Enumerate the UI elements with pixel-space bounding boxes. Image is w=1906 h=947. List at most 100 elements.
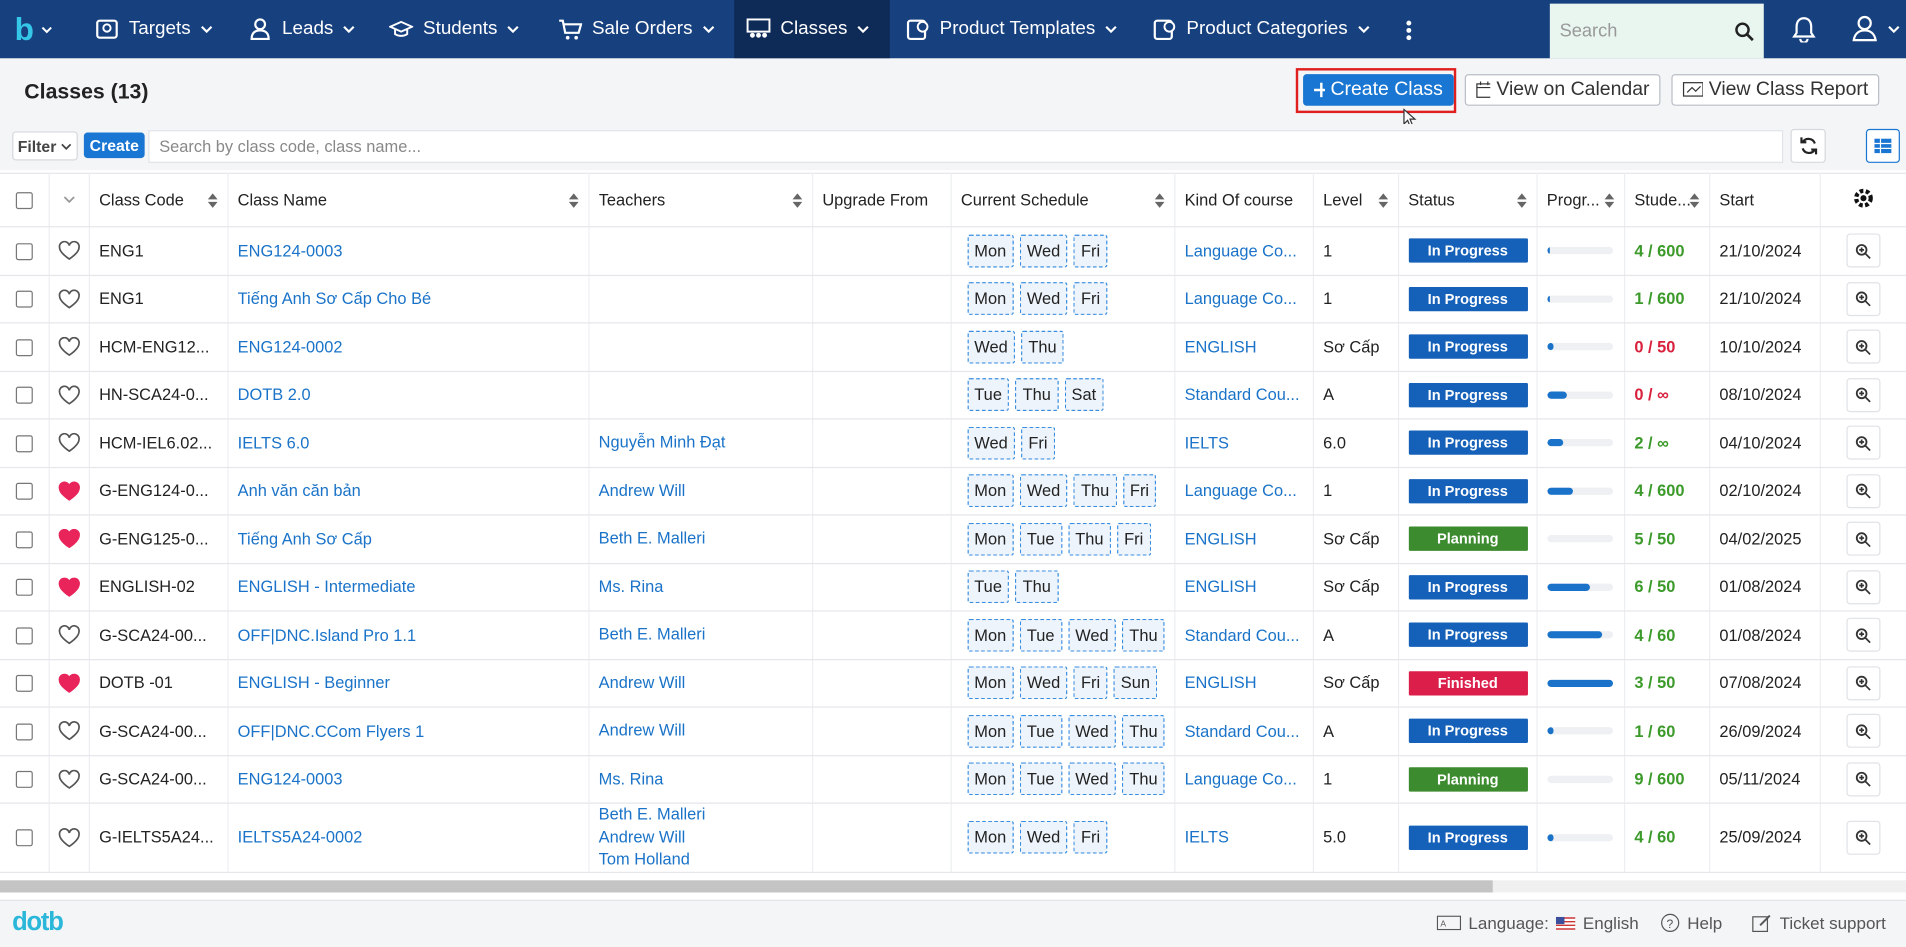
- view-report-button[interactable]: View Class Report: [1671, 74, 1880, 106]
- checkbox[interactable]: [15, 192, 33, 210]
- nav-item[interactable]: Sale Orders: [546, 0, 728, 58]
- kind-link[interactable]: ENGLISH: [1184, 673, 1257, 693]
- view-button[interactable]: [1845, 425, 1880, 460]
- kind-link[interactable]: IELTS: [1184, 828, 1229, 847]
- kind-link[interactable]: ENGLISH: [1184, 529, 1257, 549]
- nav-item[interactable]: Targets: [83, 0, 229, 58]
- checkbox[interactable]: [15, 675, 33, 693]
- column-header[interactable]: Current Schedule: [950, 172, 1175, 228]
- class-name-link[interactable]: ENG124-0002: [237, 337, 343, 356]
- view-button[interactable]: [1845, 714, 1880, 749]
- checkbox[interactable]: [15, 243, 33, 261]
- checkbox[interactable]: [15, 771, 33, 789]
- favorite-icon[interactable]: [58, 529, 80, 549]
- nav-item[interactable]: Leads: [236, 0, 370, 58]
- view-button[interactable]: [1845, 233, 1880, 268]
- favorite-icon[interactable]: [58, 721, 80, 741]
- checkbox[interactable]: [15, 291, 33, 309]
- grid-view-button[interactable]: [1865, 128, 1900, 163]
- class-name-link[interactable]: IELTS5A24-0002: [237, 828, 363, 847]
- teacher-link[interactable]: Nguyễn Minh Đạt: [598, 432, 726, 452]
- view-button[interactable]: [1845, 569, 1880, 605]
- column-header[interactable]: Stude...: [1623, 172, 1710, 228]
- language-selector[interactable]: A Language: English: [1436, 913, 1639, 933]
- class-name-link[interactable]: ENG124-0003: [237, 241, 343, 260]
- favorite-icon[interactable]: [58, 241, 80, 261]
- column-header[interactable]: Status: [1397, 172, 1538, 228]
- table-search[interactable]: Search by class code, class name...: [148, 130, 1784, 163]
- class-name-link[interactable]: OFF|DNC.Island Pro 1.1: [237, 625, 417, 645]
- favorite-icon[interactable]: [58, 828, 80, 848]
- teacher-link[interactable]: Beth E. Malleri: [598, 804, 706, 824]
- help-link[interactable]: ? Help: [1660, 913, 1722, 933]
- checkbox[interactable]: [15, 387, 33, 405]
- view-button[interactable]: [1845, 329, 1880, 364]
- kind-link[interactable]: ENGLISH: [1184, 337, 1257, 356]
- nav-item[interactable]: Classes: [734, 0, 890, 59]
- kind-link[interactable]: IELTS: [1184, 433, 1229, 453]
- view-button[interactable]: [1845, 762, 1880, 797]
- teacher-link[interactable]: Andrew Will: [598, 827, 686, 846]
- favorite-icon[interactable]: [58, 481, 80, 501]
- kind-link[interactable]: ENGLISH: [1184, 577, 1257, 597]
- settings-cell[interactable]: [1819, 172, 1906, 228]
- bell-icon[interactable]: [1792, 16, 1816, 43]
- teacher-link[interactable]: Tom Holland: [598, 849, 690, 869]
- more-icon[interactable]: [1403, 19, 1415, 41]
- class-name-link[interactable]: Tiếng Anh Sơ Cấp: [237, 529, 372, 549]
- view-button[interactable]: [1845, 666, 1880, 701]
- column-header[interactable]: Class Name: [227, 172, 589, 228]
- scrollbar-thumb[interactable]: [0, 880, 1493, 893]
- ticket-link[interactable]: Ticket support: [1752, 913, 1886, 933]
- teacher-link[interactable]: Beth E. Malleri: [598, 624, 706, 644]
- view-button[interactable]: [1845, 820, 1880, 855]
- teacher-link[interactable]: Ms. Rina: [598, 769, 664, 788]
- user-menu-icon[interactable]: [1852, 15, 1902, 44]
- teacher-link[interactable]: Ms. Rina: [598, 576, 664, 596]
- view-button[interactable]: [1845, 618, 1880, 653]
- view-calendar-button[interactable]: View on Calendar: [1464, 74, 1661, 106]
- kind-link[interactable]: Standard Cou...: [1184, 385, 1300, 404]
- checkbox[interactable]: [15, 829, 33, 847]
- teacher-link[interactable]: Beth E. Malleri: [598, 528, 706, 548]
- teacher-link[interactable]: Andrew Will: [598, 673, 686, 692]
- checkbox[interactable]: [15, 627, 33, 645]
- favorite-icon[interactable]: [58, 769, 80, 789]
- teacher-link[interactable]: Andrew Will: [598, 721, 686, 740]
- kind-link[interactable]: Language Co...: [1184, 481, 1297, 501]
- checkbox[interactable]: [15, 579, 33, 597]
- class-name-link[interactable]: ENGLISH - Intermediate: [237, 577, 416, 597]
- column-header[interactable]: Level: [1312, 172, 1399, 228]
- class-name-link[interactable]: Tiếng Anh Sơ Cấp Cho Bé: [237, 289, 432, 308]
- kind-link[interactable]: Language Co...: [1184, 289, 1297, 308]
- favorite-icon[interactable]: [58, 577, 80, 597]
- view-button[interactable]: [1845, 473, 1880, 508]
- view-button[interactable]: [1845, 521, 1880, 556]
- checkbox[interactable]: [15, 339, 33, 357]
- kind-link[interactable]: Language Co...: [1184, 769, 1297, 789]
- class-name-link[interactable]: IELTS 6.0: [237, 433, 310, 453]
- checkbox[interactable]: [15, 435, 33, 453]
- class-name-link[interactable]: DOTB 2.0: [237, 385, 311, 404]
- kind-link[interactable]: Language Co...: [1184, 241, 1297, 260]
- class-name-link[interactable]: ENGLISH - Beginner: [237, 673, 390, 693]
- view-button[interactable]: [1845, 377, 1880, 412]
- favorite-icon[interactable]: [58, 289, 80, 309]
- global-search[interactable]: Search: [1549, 3, 1764, 59]
- nav-item[interactable]: Product Templates: [893, 0, 1134, 58]
- app-logo[interactable]: b: [15, 10, 76, 49]
- kind-link[interactable]: Standard Cou...: [1184, 625, 1300, 645]
- filter-button[interactable]: Filter: [12, 131, 78, 161]
- favorite-icon[interactable]: [58, 385, 80, 405]
- view-button[interactable]: [1845, 281, 1880, 316]
- favorite-icon[interactable]: [58, 433, 80, 453]
- kind-link[interactable]: Standard Cou...: [1184, 721, 1300, 741]
- class-name-link[interactable]: Anh văn căn bản: [237, 481, 361, 501]
- column-header[interactable]: Class Code: [88, 172, 228, 228]
- checkbox[interactable]: [15, 531, 33, 549]
- favorite-icon[interactable]: [58, 337, 80, 357]
- favorite-icon[interactable]: [58, 625, 80, 645]
- nav-item[interactable]: Students: [377, 0, 539, 58]
- refresh-button[interactable]: [1790, 128, 1826, 163]
- favorite-icon[interactable]: [58, 673, 80, 693]
